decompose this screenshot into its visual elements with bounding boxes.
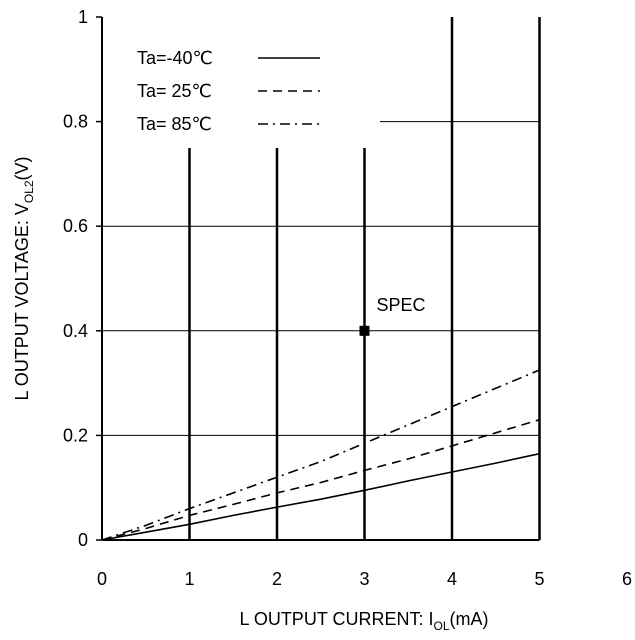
annotation-label-0: SPEC <box>377 295 426 315</box>
series-line-0 <box>101 452 540 541</box>
y-tick-label-5: 1 <box>78 7 88 27</box>
x-tick-label-0: 0 <box>97 569 107 589</box>
y-tick-label-1: 0.2 <box>63 425 88 445</box>
x-tick-label-1: 1 <box>184 569 194 589</box>
y-axis-title-subscript: OL2 <box>22 180 36 203</box>
y-tick-label-0: 0 <box>78 530 88 550</box>
legend-label-2: Ta= 85℃ <box>137 114 212 134</box>
x-tick-label-3: 3 <box>359 569 369 589</box>
y-axis-title-unit: (V) <box>12 156 32 180</box>
x-axis-title-subscript: OL <box>434 619 450 633</box>
legend-label-1: Ta= 25℃ <box>137 81 212 101</box>
legend-label-0: Ta=-40℃ <box>137 48 213 68</box>
x-tick-label-5: 5 <box>534 569 544 589</box>
y-axis-title: L OUTPUT VOLTAGE: VOL2(V) <box>12 156 36 400</box>
x-axis-title-unit: (mA) <box>450 609 489 629</box>
x-tick-label-4: 4 <box>447 569 457 589</box>
y-tick-label-2: 0.4 <box>63 321 88 341</box>
series-line-2 <box>101 369 540 541</box>
y-tick-label-4: 0.8 <box>63 112 88 132</box>
annotation-marker-0 <box>359 325 370 336</box>
x-tick-label-6: 6 <box>622 569 632 589</box>
series-line-1 <box>101 418 540 541</box>
x-axis-title: L OUTPUT CURRENT: IOL(mA) <box>239 609 488 633</box>
y-tick-label-3: 0.6 <box>63 216 88 236</box>
x-tick-label-2: 2 <box>272 569 282 589</box>
x-axis-title-main: L OUTPUT CURRENT: I <box>239 609 433 629</box>
y-axis-title-main: L OUTPUT VOLTAGE: V <box>12 203 32 400</box>
